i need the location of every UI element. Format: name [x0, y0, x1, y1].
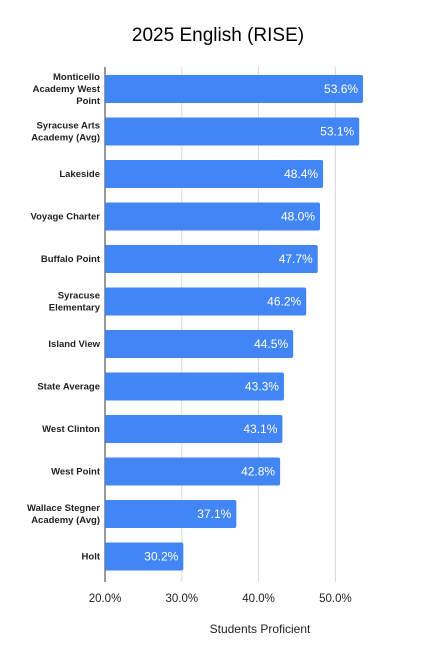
bar-value-label: 43.3%: [245, 380, 279, 394]
bar-value-label: 53.6%: [324, 82, 358, 96]
bar-value-label: 48.4%: [284, 167, 318, 181]
bar-value-label: 47.7%: [279, 252, 313, 266]
category-label: West Clinton: [42, 424, 100, 435]
category-labels: Monticello Academy West Point Syracuse Arts…: [27, 72, 101, 563]
bar: [105, 415, 283, 443]
category-label: Lakeside: [59, 169, 100, 180]
bar-value-label: 44.5%: [254, 337, 288, 351]
gridlines: [104, 67, 336, 582]
bar: [105, 287, 307, 316]
bar: [105, 160, 324, 188]
bar: [105, 245, 318, 273]
bar-value-label: 46.2%: [267, 295, 301, 309]
bar: [105, 117, 360, 146]
bar-value-label: 37.1%: [197, 507, 231, 521]
bar-value-label: 42.8%: [241, 465, 275, 479]
x-axis-ticks: 20.0% 30.0% 40.0% 50.0%: [89, 593, 352, 605]
category-label: Syracuse Elementary: [49, 291, 101, 314]
bars: 53.6% 53.1% 48.4% 48.0% 47.7% 46.2% 44.5% 43.3%…: [105, 75, 364, 571]
category-label: State Average: [37, 382, 100, 393]
bar: [105, 500, 237, 528]
bar: [105, 457, 281, 486]
x-tick-label: 20.0%: [89, 593, 122, 605]
bar-value-label: 48.0%: [281, 210, 315, 224]
bar-value-label: 53.1%: [320, 125, 354, 139]
category-label: Wallace Stegner Academy (Avg): [27, 503, 100, 526]
bar: [105, 202, 321, 231]
bar: [105, 75, 364, 103]
x-tick-label: 40.0%: [242, 593, 275, 605]
category-label: Monticello Academy West Point: [33, 72, 101, 107]
bar: [105, 372, 284, 401]
category-label: Voyage Charter: [30, 212, 100, 223]
chart-title: 2025 English (RISE): [132, 25, 304, 46]
bar-value-label: 30.2%: [144, 550, 178, 564]
x-tick-label: 30.0%: [165, 593, 198, 605]
category-label: Buffalo Point: [41, 254, 101, 265]
bar-value-label: 43.1%: [243, 422, 277, 436]
bar: [105, 330, 294, 358]
x-axis-title: Students Proficient: [210, 622, 311, 636]
category-label: West Point: [51, 467, 101, 478]
bar: [105, 542, 184, 571]
category-label: Syracuse Arts Academy (Avg): [31, 121, 100, 144]
x-tick-label: 50.0%: [319, 593, 352, 605]
category-label: Holt: [82, 552, 101, 563]
category-label: Island View: [48, 339, 100, 350]
